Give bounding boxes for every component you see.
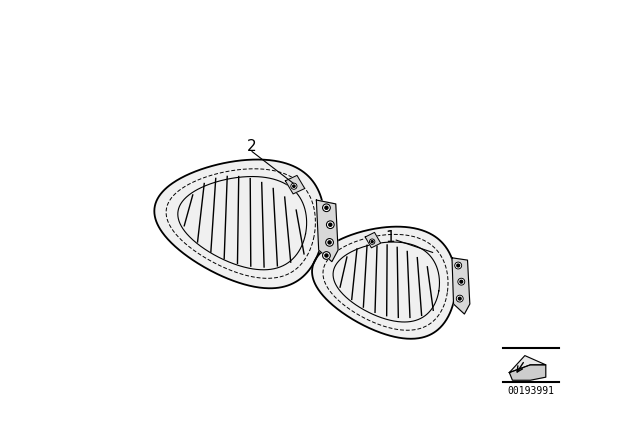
Text: 00193991: 00193991 — [508, 386, 554, 396]
Circle shape — [369, 239, 375, 244]
Circle shape — [458, 297, 461, 300]
Circle shape — [371, 241, 373, 243]
Text: 1: 1 — [385, 229, 395, 245]
Polygon shape — [312, 227, 456, 339]
Polygon shape — [285, 176, 305, 194]
Circle shape — [326, 221, 334, 228]
Circle shape — [325, 254, 328, 257]
Circle shape — [457, 264, 460, 267]
Polygon shape — [365, 233, 381, 248]
Text: 2: 2 — [247, 139, 257, 154]
Circle shape — [454, 262, 461, 269]
Circle shape — [323, 204, 330, 211]
Circle shape — [292, 185, 295, 187]
Polygon shape — [509, 365, 546, 380]
Circle shape — [329, 223, 332, 226]
Circle shape — [458, 278, 465, 285]
Circle shape — [456, 295, 463, 302]
Polygon shape — [452, 258, 470, 314]
Circle shape — [325, 206, 328, 209]
Circle shape — [323, 252, 330, 259]
Circle shape — [326, 238, 333, 246]
Circle shape — [291, 183, 297, 189]
Polygon shape — [509, 356, 546, 373]
Circle shape — [460, 280, 463, 283]
Polygon shape — [154, 159, 324, 289]
Circle shape — [328, 241, 331, 244]
Polygon shape — [316, 200, 338, 262]
